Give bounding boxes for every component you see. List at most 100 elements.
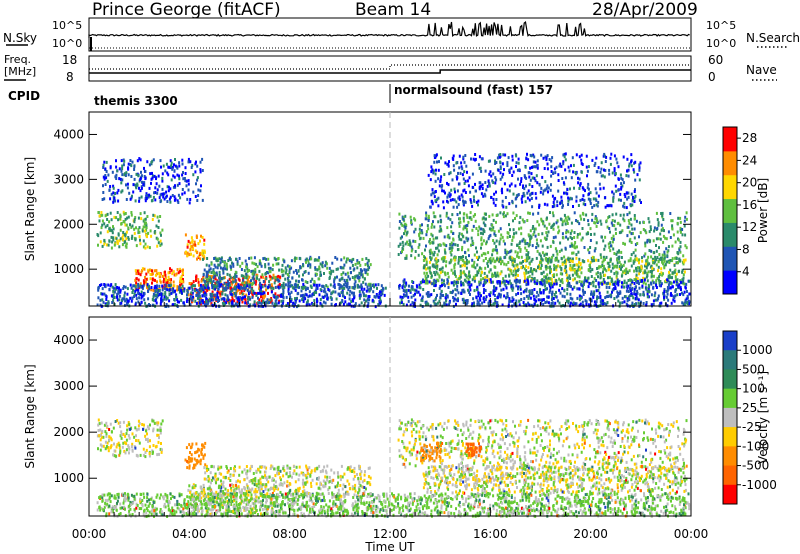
power-cell-r6 — [356, 285, 359, 289]
power-cell-r5 — [288, 265, 291, 269]
power-cell-r6 — [316, 286, 319, 290]
power-cell-r10 — [534, 160, 537, 164]
power-cell-r8 — [563, 269, 566, 273]
power-cell-r7 — [410, 245, 413, 249]
power-cell-r9 — [457, 281, 460, 285]
power-cell-r8 — [565, 273, 568, 277]
power-cell-r5 — [318, 265, 321, 269]
power-cell-r5 — [310, 257, 313, 261]
power-cell-r5 — [307, 259, 310, 263]
power-cell-r6 — [207, 301, 210, 305]
power-cell-r1 — [144, 199, 147, 203]
power-cell-r9 — [478, 291, 481, 295]
power-cell-r3 — [199, 257, 202, 261]
power-cell-r6 — [313, 293, 315, 296]
power-cell-r9 — [452, 289, 454, 293]
power-cell-r6 — [226, 298, 229, 302]
power-cell-r6 — [112, 293, 115, 297]
power-cell-r5 — [265, 271, 267, 275]
power-cell-r8 — [445, 264, 447, 268]
power-cell-r2 — [179, 279, 182, 282]
power-cell-r9 — [416, 290, 419, 294]
power-cell-r10 — [520, 180, 523, 183]
power-cell-r5 — [314, 258, 317, 262]
power-cell-r7 — [679, 250, 682, 254]
power-cell-r0 — [149, 229, 152, 233]
power-cell-r7 — [458, 237, 461, 241]
power-cell-r9 — [580, 282, 583, 286]
power-cell-r7 — [655, 249, 658, 253]
power-cell-r9 — [477, 301, 480, 305]
power-cell-r8 — [668, 261, 671, 264]
power-cell-r6 — [294, 288, 297, 292]
power-cell-r4 — [260, 295, 262, 299]
power-cell-r6 — [122, 287, 125, 290]
power-cell-r5 — [314, 273, 317, 277]
power-cell-r6 — [260, 302, 263, 306]
power-cell-r8 — [650, 274, 653, 278]
power-cell-r6 — [325, 292, 328, 296]
power-cell-r7 — [665, 247, 668, 251]
power-cell-r4 — [265, 288, 267, 292]
power-cell-r6 — [259, 291, 261, 295]
power-cell-r7 — [499, 237, 502, 241]
power-cell-r0 — [156, 237, 159, 241]
power-cell-r9 — [508, 297, 511, 301]
power-cell-r7 — [403, 232, 405, 236]
power-cell-r1 — [171, 194, 174, 197]
power-cell-r6 — [199, 287, 202, 291]
power-cell-r7 — [480, 246, 482, 250]
power-cell-r7 — [414, 250, 417, 253]
power-cell-r4 — [267, 298, 270, 302]
power-cell-r9 — [453, 297, 456, 301]
power-cell-r4 — [262, 275, 265, 279]
power-cell-r1 — [194, 162, 197, 166]
power-cell-r0 — [127, 215, 130, 219]
power-cell-r8 — [614, 264, 617, 268]
power-cell-r7 — [462, 227, 465, 231]
power-cell-r5 — [225, 262, 228, 266]
power-cell-r10 — [593, 204, 596, 208]
power-cell-r9 — [488, 293, 491, 297]
power-cell-r1 — [104, 174, 107, 177]
power-cell-r7 — [495, 239, 498, 243]
power-cell-r1 — [121, 189, 124, 193]
power-cell-r7 — [679, 245, 682, 249]
power-cell-r6 — [195, 301, 198, 305]
power-cell-r6 — [275, 302, 278, 306]
power-cell-r0 — [97, 234, 100, 238]
power-cell-r7 — [533, 230, 536, 234]
power-cell-r10 — [505, 205, 508, 209]
power-cell-r8 — [547, 261, 550, 265]
power-cell-r9 — [629, 286, 631, 290]
power-cell-r7 — [633, 259, 636, 263]
power-cell-r8 — [462, 259, 465, 263]
power-cell-r9 — [582, 289, 584, 293]
power-cell-r0 — [125, 223, 128, 227]
power-cell-r8 — [678, 257, 681, 261]
power-cell-r6 — [231, 288, 234, 292]
power-cell-r9 — [428, 280, 431, 284]
power-cell-r10 — [506, 164, 509, 167]
power-cell-r5 — [273, 281, 276, 285]
power-cell-r5 — [358, 261, 361, 265]
power-cell-r10 — [594, 161, 597, 165]
power-cell-r8 — [561, 278, 564, 281]
power-cell-r7 — [573, 231, 576, 234]
power-cell-r8 — [545, 267, 548, 271]
power-cell-r9 — [617, 294, 620, 298]
power-cell-r6 — [288, 292, 291, 296]
power-cell-r10 — [520, 177, 523, 181]
power-cell-r6 — [353, 282, 356, 286]
power-cell-r9 — [582, 293, 585, 296]
power-cell-r7 — [448, 236, 451, 240]
power-cell-r6 — [205, 298, 208, 302]
power-cell-r7 — [546, 234, 549, 238]
power-cell-r2 — [145, 278, 148, 281]
power-cell-r9 — [635, 285, 637, 289]
power-cell-r8 — [646, 263, 649, 267]
power-cell-r8 — [645, 264, 648, 268]
power-cell-r9 — [617, 283, 620, 287]
power-cell-r7 — [518, 221, 521, 225]
power-cell-r9 — [600, 301, 603, 305]
